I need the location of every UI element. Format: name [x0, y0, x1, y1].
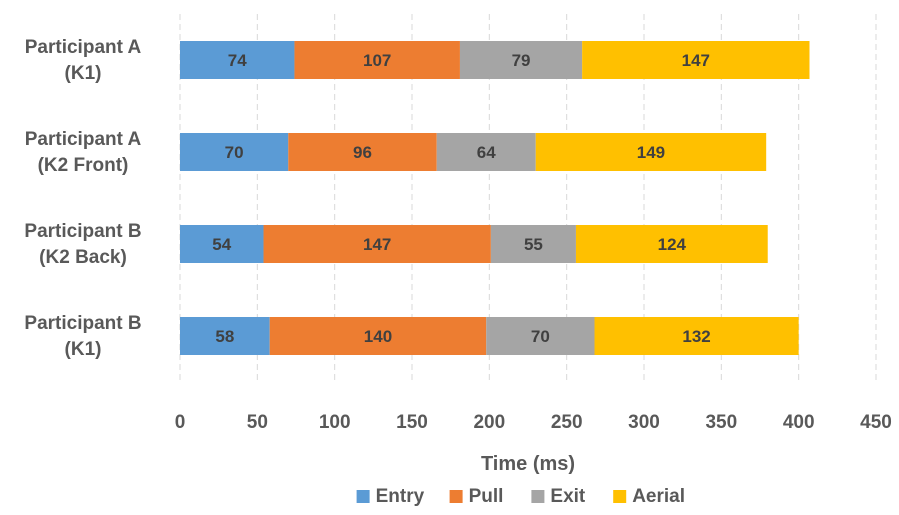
- category-label: (K2 Front): [38, 155, 129, 176]
- data-label: 132: [682, 327, 710, 346]
- category-label: (K2 Back): [39, 247, 127, 268]
- x-tick-label: 450: [860, 412, 892, 433]
- bar-segment-entry: [180, 317, 270, 355]
- data-label: 70: [225, 143, 244, 162]
- legend-label: Entry: [376, 486, 425, 507]
- segment-labels: 74 107 79 147 70 96 64 149 54 147 55 124 58 140 70 132: [212, 51, 710, 346]
- x-tick-label: 0: [175, 412, 186, 433]
- data-label: 124: [658, 235, 687, 254]
- category-label: Participant A: [25, 37, 142, 58]
- bar-segment-pull: [294, 41, 460, 79]
- bar-segment-exit: [490, 225, 576, 263]
- data-label: 140: [364, 327, 392, 346]
- category-label: (K1): [65, 63, 102, 84]
- data-label: 64: [477, 143, 496, 162]
- x-axis-tick-labels: 0 50 100 150 200 250 300 350 400 450: [175, 412, 892, 433]
- legend-swatch-pull: [449, 490, 463, 503]
- data-label: 74: [228, 51, 247, 70]
- bar-segment-pull: [288, 133, 437, 171]
- data-label: 147: [363, 235, 391, 254]
- bar-segment-aerial: [594, 317, 799, 355]
- bar-segment-entry: [180, 133, 289, 171]
- x-tick-label: 100: [319, 412, 351, 433]
- bar-segment-aerial: [582, 41, 810, 79]
- x-tick-label: 350: [705, 412, 737, 433]
- x-tick-label: 50: [247, 412, 268, 433]
- x-axis-title: Time (ms): [481, 453, 575, 475]
- category-label: Participant B: [24, 221, 141, 242]
- category-label: Participant A: [25, 129, 142, 150]
- category-label: Participant B: [24, 313, 141, 334]
- x-tick-label: 150: [396, 412, 428, 433]
- data-label: 149: [637, 143, 665, 162]
- data-label: 70: [531, 327, 550, 346]
- data-label: 54: [212, 235, 231, 254]
- x-tick-label: 300: [628, 412, 660, 433]
- data-label: 96: [353, 143, 372, 162]
- x-tick-label: 400: [783, 412, 815, 433]
- category-label: (K1): [65, 339, 102, 360]
- bar-segment-exit: [436, 133, 536, 171]
- bar-segment-exit: [459, 41, 583, 79]
- bar-segment-entry: [180, 225, 264, 263]
- legend-swatch-entry: [356, 490, 370, 503]
- legend-swatch-aerial: [613, 490, 627, 503]
- bar-segment-exit: [486, 317, 595, 355]
- legend-label: Exit: [550, 486, 586, 507]
- data-label: 79: [512, 51, 531, 70]
- legend-label: Aerial: [632, 486, 685, 507]
- category-labels: Participant A (K1) Participant A (K2 Front)…: [24, 37, 141, 360]
- data-label: 58: [215, 327, 234, 346]
- bar-segment-entry: [180, 41, 295, 79]
- bar-segment-aerial: [535, 133, 767, 171]
- bars: [180, 41, 810, 355]
- legend-label: Pull: [469, 486, 504, 507]
- data-label: 147: [682, 51, 710, 70]
- bar-segment-pull: [263, 225, 491, 263]
- x-tick-label: 200: [473, 412, 505, 433]
- data-label: 107: [363, 51, 391, 70]
- legend-swatch-exit: [531, 490, 545, 503]
- bar-segment-pull: [269, 317, 487, 355]
- x-tick-label: 250: [551, 412, 583, 433]
- data-label: 55: [524, 235, 543, 254]
- bar-segment-aerial: [575, 225, 768, 263]
- legend: Entry Pull Exit Aerial: [356, 486, 685, 507]
